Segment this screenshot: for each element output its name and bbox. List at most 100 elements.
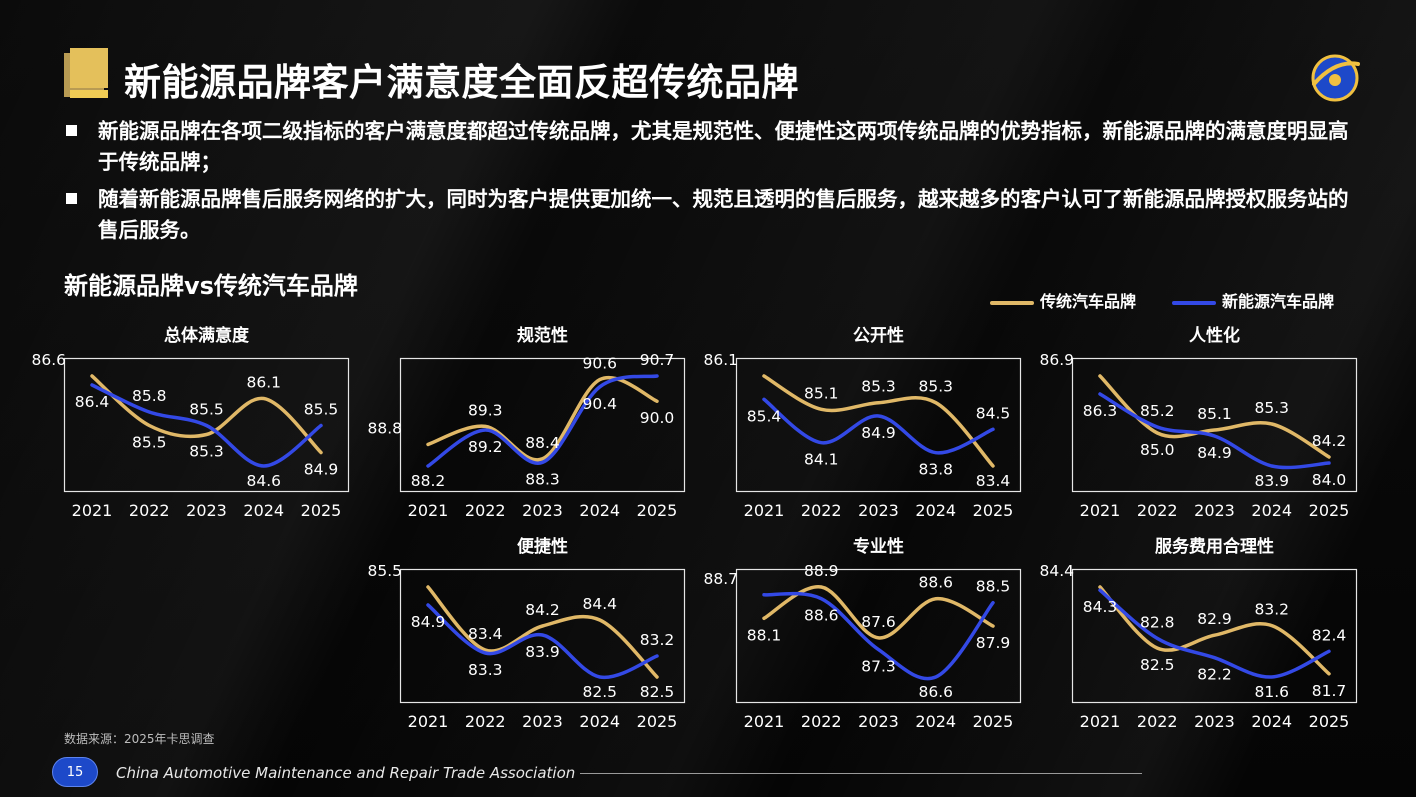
x-tick-label: 2023: [858, 501, 899, 520]
data-label-nev: 84.9: [411, 613, 446, 631]
series-line-nev: [426, 603, 659, 680]
data-label-traditional: 86.1: [246, 374, 281, 392]
data-label-nev: 82.4: [1312, 626, 1347, 644]
legend-swatch-traditional: [990, 300, 1034, 305]
series-line-traditional: [762, 585, 995, 640]
footer-organization: China Automotive Maintenance and Repair …: [116, 764, 576, 782]
x-tick-label: 2022: [465, 501, 506, 520]
data-label-traditional: 86.1: [703, 351, 738, 369]
data-label-nev: 84.6: [246, 472, 281, 490]
chart-2: 规范性 2021 2022 2023 2024 2025 88.8 88.2 89.3 89.2 8…: [367, 325, 686, 520]
x-tick-label: 2021: [1080, 712, 1121, 731]
series-line-traditional: [426, 585, 659, 679]
chart-frame: [735, 568, 1022, 704]
bullet-item-1: 新能源品牌在各项二级指标的客户满意度都超过传统品牌，尤其是规范性、便捷性这两项传…: [64, 116, 1364, 178]
chart-title: 规范性: [517, 325, 568, 346]
data-label-traditional: 85.1: [804, 384, 839, 402]
x-tick-label: 2025: [301, 501, 342, 520]
data-label-traditional: 84.4: [582, 595, 617, 613]
data-label-traditional: 81.7: [1312, 682, 1347, 700]
data-label-traditional: 86.9: [1039, 351, 1074, 369]
data-label-traditional: 86.6: [31, 351, 66, 369]
data-label-nev: 83.3: [468, 661, 503, 679]
data-label-nev: 90.4: [582, 395, 617, 413]
data-label-traditional: 87.9: [976, 634, 1011, 652]
chart-7: 服务费用合理性 2021 2022 2023 2024 2025 84.4 84.3 82.5 8…: [1039, 536, 1358, 731]
series-line-nev: [762, 591, 995, 681]
x-tick-label: 2025: [973, 501, 1014, 520]
legend-item-traditional: 传统汽车品牌: [990, 290, 1136, 314]
x-tick-label: 2023: [522, 712, 563, 731]
data-label-traditional: 84.4: [1039, 562, 1074, 580]
data-label-nev: 83.8: [918, 461, 953, 479]
data-label-nev: 88.7: [703, 570, 738, 588]
data-label-traditional: 84.2: [525, 601, 560, 619]
x-tick-label: 2021: [744, 501, 785, 520]
x-tick-label: 2023: [1194, 501, 1235, 520]
data-label-traditional: 88.6: [918, 574, 953, 592]
x-tick-label: 2024: [579, 712, 620, 731]
data-label-traditional: 90.0: [640, 409, 675, 427]
data-label-traditional: 83.4: [976, 472, 1011, 490]
data-label-nev: 85.5: [189, 401, 224, 419]
data-label-nev: 84.9: [861, 424, 896, 442]
footer-divider: [580, 773, 1142, 774]
data-label-nev: 85.5: [304, 401, 339, 419]
series-line-traditional: [1098, 585, 1331, 676]
x-tick-label: 2022: [465, 712, 506, 731]
data-label-nev: 84.5: [976, 404, 1011, 422]
series-line-nev: [1098, 392, 1331, 470]
x-tick-label: 2022: [1137, 501, 1178, 520]
x-tick-label: 2022: [801, 501, 842, 520]
legend-item-nev: 新能源汽车品牌: [1172, 290, 1334, 314]
data-label-nev: 88.2: [411, 472, 446, 490]
data-label-nev: 85.8: [132, 387, 167, 405]
x-tick-label: 2025: [637, 501, 678, 520]
data-label-traditional: 88.8: [367, 419, 402, 437]
bullet-square-icon: [66, 125, 77, 136]
data-label-traditional: 83.2: [1254, 601, 1289, 619]
x-tick-label: 2021: [408, 712, 449, 731]
data-label-traditional: 87.6: [861, 613, 896, 631]
x-tick-label: 2025: [973, 712, 1014, 731]
data-label-nev: 86.4: [75, 393, 110, 411]
bullet-square-icon: [66, 193, 77, 204]
data-label-nev: 88.3: [525, 470, 560, 488]
data-label-nev: 85.4: [747, 407, 782, 425]
page-title: 新能源品牌客户满意度全面反超传统品牌: [124, 61, 799, 104]
bullet-item-2: 随着新能源品牌售后服务网络的扩大，同时为客户提供更加统一、规范且透明的售后服务，…: [64, 184, 1364, 246]
data-label-traditional: 82.5: [640, 683, 675, 701]
chart-frame: [1071, 357, 1358, 493]
x-tick-label: 2024: [915, 712, 956, 731]
data-label-nev: 86.6: [918, 683, 953, 701]
data-label-traditional: 85.3: [1254, 399, 1289, 417]
chart-frame: [399, 357, 686, 493]
data-label-traditional: 85.3: [189, 443, 224, 461]
association-logo-icon: [1311, 54, 1360, 102]
chart-title: 人性化: [1189, 325, 1240, 346]
x-tick-label: 2025: [1309, 501, 1350, 520]
section-subtitle: 新能源品牌vs传统汽车品牌: [64, 272, 358, 300]
chart-title: 便捷性: [517, 536, 568, 557]
x-tick-label: 2023: [522, 501, 563, 520]
data-label-traditional: 90.6: [582, 355, 617, 373]
data-source-note: 数据来源：2025年卡思调查: [64, 732, 215, 746]
chart-5: 便捷性 2021 2022 2023 2024 2025 85.5 84.9 83.4 83.3 8…: [367, 536, 686, 731]
data-label-nev: 84.0: [1312, 471, 1347, 489]
data-label-traditional: 85.5: [132, 434, 167, 452]
x-tick-label: 2025: [1309, 712, 1350, 731]
data-label-nev: 84.9: [1197, 444, 1232, 462]
chart-3: 公开性 2021 2022 2023 2024 2025 86.1 85.4 85.1 84.1 8…: [703, 325, 1022, 520]
data-label-traditional: 88.1: [747, 626, 782, 644]
series-line-nev: [426, 374, 659, 468]
data-label-nev: 82.2: [1197, 666, 1232, 684]
data-label-nev: 82.5: [582, 683, 617, 701]
data-label-nev: 81.6: [1254, 683, 1289, 701]
data-label-traditional: 85.3: [861, 378, 896, 396]
key-findings: 新能源品牌在各项二级指标的客户满意度都超过传统品牌，尤其是规范性、便捷性这两项传…: [64, 116, 1364, 252]
series-line-nev: [762, 397, 995, 455]
data-label-traditional: 89.3: [468, 401, 503, 419]
data-label-nev: 88.5: [976, 578, 1011, 596]
x-tick-label: 2023: [186, 501, 227, 520]
